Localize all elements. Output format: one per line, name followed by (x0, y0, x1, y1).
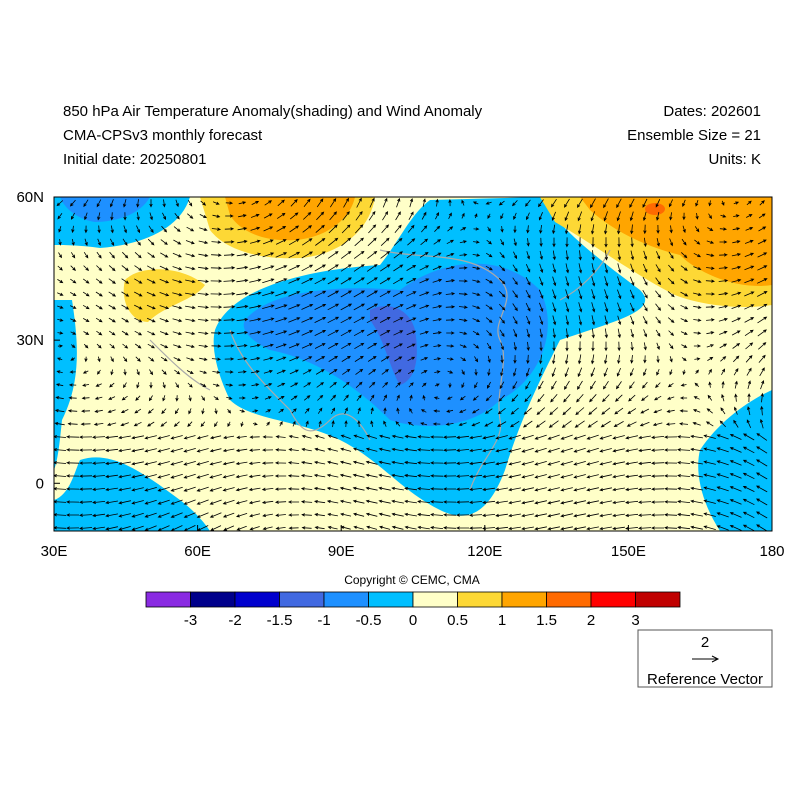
title: 850 hPa Air Temperature Anomaly(shading)… (63, 103, 483, 120)
colorbar-label: 0.5 (447, 612, 468, 629)
lon-tick-label: 30E (41, 543, 68, 560)
wind-arrows (54, 197, 768, 531)
colorbar-box (279, 591, 325, 608)
lat-tick-label: 60N (16, 189, 44, 206)
copyright: Copyright © CEMC, CMA (344, 573, 480, 587)
wind-vectors (54, 197, 768, 531)
lon-tick-label: 180 (759, 543, 784, 560)
colorbar-box (590, 591, 636, 608)
colorbar: -3 -2 -1.5 -1 -0.5 0 0.5 1 1.5 2 3 (145, 591, 681, 629)
map-frame (53, 196, 773, 532)
colorbar-label: -0.5 (356, 612, 382, 629)
colorbar-label: 0 (409, 612, 417, 629)
colorbar-label: 1 (498, 612, 506, 629)
colorbar-box (323, 591, 369, 608)
colorbar-label: 1.5 (536, 612, 557, 629)
colorbar-label: -3 (184, 612, 197, 629)
lat-tick-label: 30N (16, 332, 44, 349)
colorbar-label: 3 (631, 612, 639, 629)
colorbar-box (501, 591, 547, 608)
lat-tick-label: 0 (36, 475, 44, 492)
colorbar-label: 2 (587, 612, 595, 629)
dates: Dates: 202601 (663, 103, 761, 120)
lon-tick-label: 60E (184, 543, 211, 560)
colorbar-label: -1.5 (267, 612, 293, 629)
lon-tick-label: 150E (611, 543, 646, 560)
colorbar-box (546, 591, 592, 608)
colorbar-box (145, 591, 191, 608)
colorbar-box (412, 591, 458, 608)
lon-tick-label: 90E (328, 543, 355, 560)
colorbar-box (234, 591, 280, 608)
reference-label: Reference Vector (647, 671, 763, 688)
units: Units: K (708, 151, 761, 168)
lon-tick-label: 120E (467, 543, 502, 560)
ensemble-size: Ensemble Size = 21 (627, 127, 761, 144)
colorbar-box (635, 591, 681, 608)
reference-arrow (692, 655, 720, 663)
initial-date: Initial date: 20250801 (63, 151, 206, 168)
colorbar-box (190, 591, 236, 608)
map-shading (54, 197, 772, 531)
map-ticks: 30E 60E 90E 120E 150E 180 60N 30N 0 (16, 189, 784, 560)
colorbar-box (457, 591, 503, 608)
subtitle: CMA-CPSv3 monthly forecast (63, 127, 263, 144)
colorbar-box (368, 591, 414, 608)
colorbar-label: -2 (228, 612, 241, 629)
reference-magnitude: 2 (701, 634, 709, 651)
colorbar-label: -1 (317, 612, 330, 629)
